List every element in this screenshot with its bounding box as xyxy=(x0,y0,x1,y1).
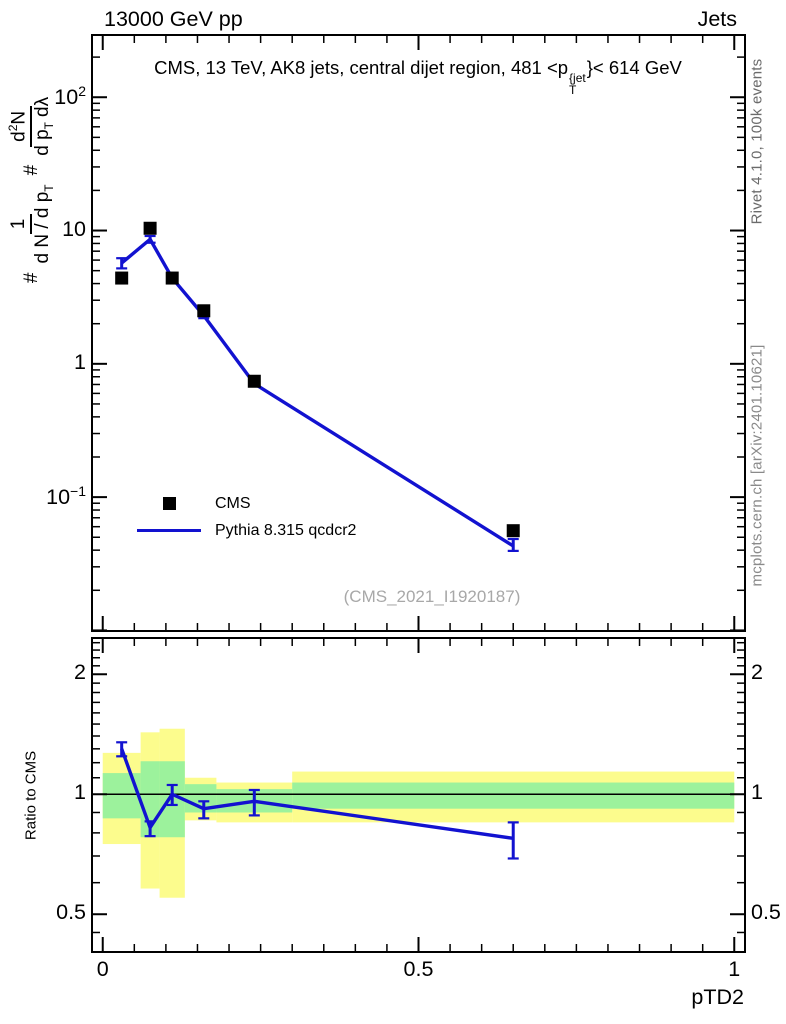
cms-square-swatch xyxy=(162,497,176,510)
legend-label-cms: CMS xyxy=(215,494,251,512)
header-process-label: Jets xyxy=(697,7,737,31)
ratio-line xyxy=(120,748,514,841)
legend: CMS Pythia 8.315 qcdcr2 xyxy=(137,490,356,544)
pythia-line-swatch xyxy=(137,528,201,533)
ratio-y-tick-label-left: 2 xyxy=(74,660,86,685)
main-y-tick-label: 10 xyxy=(62,216,86,241)
main-y-tick-label: 102 xyxy=(54,83,86,110)
main-y-tick-label: 1 xyxy=(74,349,86,374)
x-axis-label: pTD2 xyxy=(691,985,744,1009)
cms-marker xyxy=(115,271,129,285)
panel-title: CMS, 13 TeV, AK8 jets, central dijet reg… xyxy=(154,57,682,97)
ratio-y-tick-label-left: 1 xyxy=(74,780,86,805)
x-tick-label: 1 xyxy=(728,957,741,981)
main-y-axis-formula: # 1 d N / d pT # d2N d pTdλ xyxy=(6,96,57,284)
ratio-y-tick-label-left: 0.5 xyxy=(56,900,86,925)
mcplots-reference-label: mcplots.cern.ch [arXiv:2401.10621] xyxy=(748,344,766,587)
ratio-band-green xyxy=(292,782,735,809)
cms-marker xyxy=(247,374,261,388)
header-energy-label: 13000 GeV pp xyxy=(104,7,243,31)
watermark: (CMS_2021_I1920187) xyxy=(343,587,521,606)
ratio-y-tick-label-right: 0.5 xyxy=(751,900,781,925)
x-tick-label: 0 xyxy=(96,957,109,981)
ratio-y-tick-label-right: 2 xyxy=(751,660,763,685)
legend-label-pythia: Pythia 8.315 qcdcr2 xyxy=(215,521,357,539)
ratio-band-green xyxy=(102,773,141,819)
main-y-tick-label: 10−1 xyxy=(46,483,86,510)
legend-item-pythia: Pythia 8.315 qcdcr2 xyxy=(137,517,356,544)
cms-marker xyxy=(165,271,179,285)
legend-item-cms: CMS xyxy=(137,490,356,517)
ratio-y-tick-label-right: 1 xyxy=(751,780,763,805)
x-tick-label: 0.5 xyxy=(403,957,434,981)
cms-marker xyxy=(143,221,157,235)
cms-marker xyxy=(506,524,520,538)
title-supsub: {jet T xyxy=(569,71,586,97)
rivet-version-label: Rivet 4.1.0, 100k events xyxy=(748,58,766,225)
cms-marker xyxy=(197,304,211,318)
